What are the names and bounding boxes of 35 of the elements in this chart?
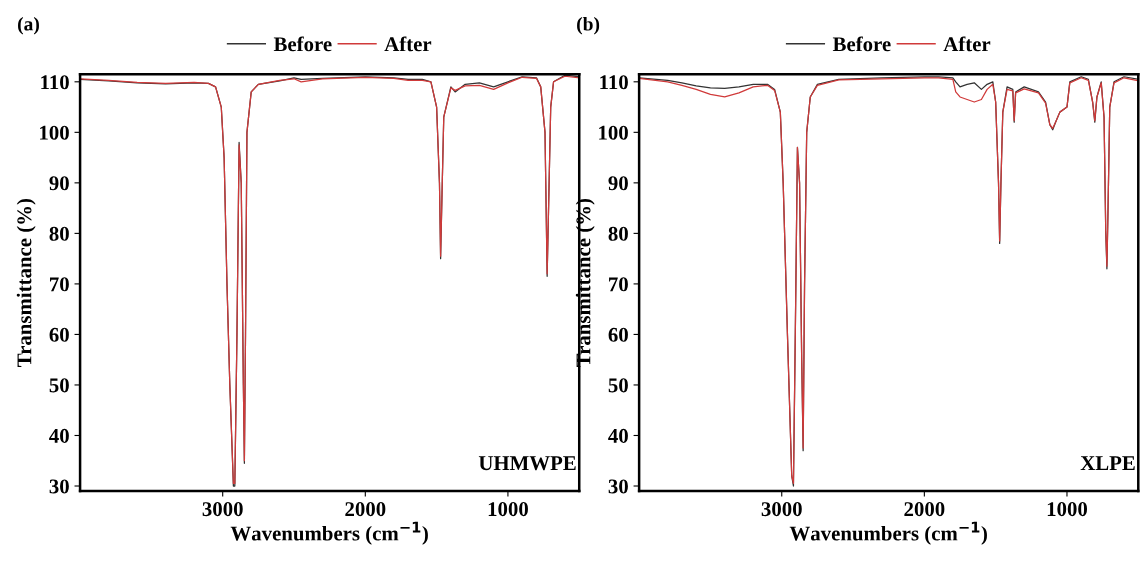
x-axis-title: Wavenumbers (cm$^{−1}$) [230, 521, 428, 545]
y-tick-label: 50 [49, 378, 69, 393]
x-axis-title: Wavenumbers (cm$^{−1}$) [789, 521, 987, 545]
x-tick-label: 1000 [488, 502, 528, 517]
annotation: XLPE [1080, 456, 1135, 470]
legend-label: After [943, 36, 991, 52]
y-tick-label: 110 [41, 75, 69, 90]
y-tick-label: 90 [49, 176, 69, 191]
y-tick-label: 100 [599, 125, 628, 140]
x-tick-label: 2000 [904, 502, 945, 517]
y-tick-label: 100 [40, 125, 69, 140]
y-tick-label: 30 [608, 479, 628, 494]
y-tick-label: 60 [49, 327, 69, 342]
y-axis-title: Transmittance (%) [16, 198, 36, 367]
annotation: UHMWPE [478, 456, 576, 471]
y-tick-label: 90 [608, 176, 628, 191]
y-tick-label: 40 [49, 428, 69, 443]
x-tick-label: 3000 [761, 502, 802, 517]
y-tick-label: 80 [49, 226, 69, 241]
y-tick-label: 110 [600, 75, 628, 90]
chart-title: (b) [577, 16, 600, 35]
y-tick-label: 70 [609, 277, 628, 292]
legend-label: Before [273, 36, 332, 52]
x-tick-label: 3000 [202, 502, 243, 517]
y-tick-label: 60 [608, 327, 628, 342]
legend-label: Before [832, 36, 891, 52]
x-tick-label: 2000 [345, 502, 386, 517]
x-tick-label: 1000 [1047, 502, 1088, 517]
y-tick-label: 30 [49, 479, 69, 494]
y-tick-label: 80 [608, 226, 628, 241]
chart-title: (a) [18, 16, 39, 35]
y-tick-label: 50 [608, 378, 628, 393]
y-tick-label: 40 [608, 428, 628, 443]
y-tick-label: 70 [50, 277, 69, 292]
legend-label: After [384, 36, 432, 52]
